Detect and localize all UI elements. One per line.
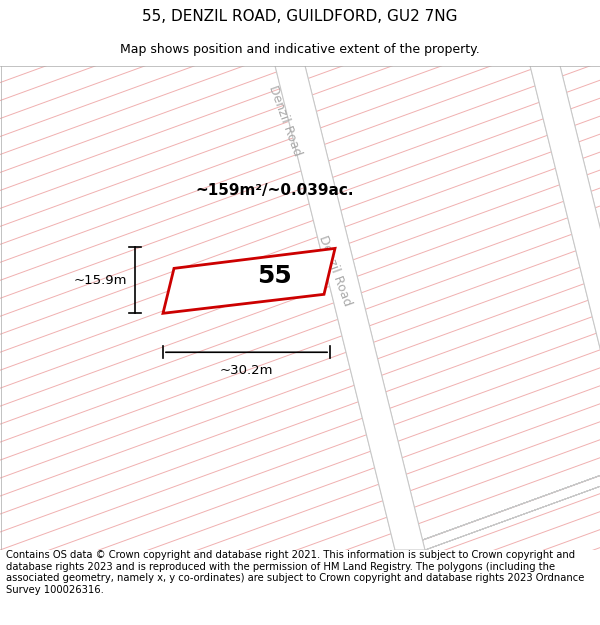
Polygon shape: [539, 464, 600, 508]
Polygon shape: [590, 434, 600, 479]
Polygon shape: [540, 452, 600, 498]
Polygon shape: [421, 507, 544, 551]
Polygon shape: [472, 488, 595, 533]
Text: ~15.9m: ~15.9m: [74, 274, 127, 287]
Polygon shape: [295, 542, 418, 586]
Text: ~30.2m: ~30.2m: [220, 364, 273, 378]
Polygon shape: [235, 563, 358, 608]
Polygon shape: [557, 446, 600, 491]
Polygon shape: [599, 442, 600, 487]
Polygon shape: [472, 478, 595, 522]
Polygon shape: [151, 594, 274, 625]
Polygon shape: [590, 445, 600, 490]
Polygon shape: [362, 528, 485, 573]
Text: Map shows position and indicative extent of the property.: Map shows position and indicative extent…: [120, 42, 480, 56]
Polygon shape: [572, 451, 600, 497]
Polygon shape: [335, 538, 460, 582]
Polygon shape: [163, 248, 335, 313]
Polygon shape: [379, 511, 504, 556]
Polygon shape: [388, 508, 511, 552]
Polygon shape: [530, 66, 600, 550]
Polygon shape: [531, 456, 600, 501]
Polygon shape: [446, 486, 570, 531]
Polygon shape: [530, 66, 600, 550]
Polygon shape: [303, 549, 426, 594]
Text: 55, DENZIL ROAD, GUILDFORD, GU2 7NG: 55, DENZIL ROAD, GUILDFORD, GU2 7NG: [142, 9, 458, 24]
Polygon shape: [125, 603, 248, 625]
Polygon shape: [565, 443, 600, 488]
Polygon shape: [275, 66, 425, 550]
Polygon shape: [394, 516, 519, 561]
Polygon shape: [275, 66, 425, 550]
Polygon shape: [481, 485, 600, 530]
Polygon shape: [176, 585, 299, 625]
Polygon shape: [531, 467, 600, 511]
Polygon shape: [320, 532, 445, 578]
Polygon shape: [244, 560, 367, 605]
Polygon shape: [275, 559, 401, 604]
Polygon shape: [438, 489, 563, 534]
Polygon shape: [497, 468, 600, 512]
Polygon shape: [506, 465, 600, 510]
Polygon shape: [328, 529, 451, 574]
Polygon shape: [421, 496, 544, 541]
Polygon shape: [362, 518, 485, 562]
Polygon shape: [599, 431, 600, 476]
Polygon shape: [202, 575, 326, 621]
Polygon shape: [512, 472, 600, 518]
Polygon shape: [210, 572, 333, 618]
Polygon shape: [413, 499, 536, 544]
Polygon shape: [453, 494, 578, 540]
Polygon shape: [117, 606, 240, 625]
Polygon shape: [217, 581, 341, 625]
Polygon shape: [244, 571, 367, 616]
Polygon shape: [413, 510, 536, 554]
Text: 55: 55: [257, 264, 292, 288]
Text: Contains OS data © Crown copyright and database right 2021. This information is : Contains OS data © Crown copyright and d…: [6, 550, 584, 595]
Polygon shape: [142, 596, 267, 625]
Polygon shape: [303, 539, 426, 584]
Polygon shape: [269, 551, 392, 596]
Polygon shape: [185, 582, 308, 625]
Polygon shape: [353, 520, 477, 565]
Polygon shape: [481, 474, 600, 519]
Polygon shape: [260, 553, 386, 599]
Text: Denzil Road: Denzil Road: [316, 233, 354, 308]
Text: ~159m²/~0.039ac.: ~159m²/~0.039ac.: [195, 183, 353, 198]
Polygon shape: [91, 616, 215, 625]
Polygon shape: [157, 602, 282, 625]
Text: Denzil Road: Denzil Road: [266, 83, 304, 158]
Polygon shape: [83, 618, 208, 625]
